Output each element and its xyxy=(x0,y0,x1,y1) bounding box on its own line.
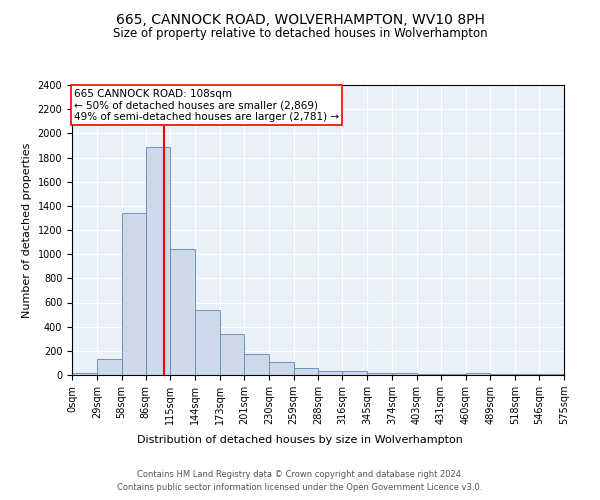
Bar xyxy=(539,374,564,375)
Text: Distribution of detached houses by size in Wolverhampton: Distribution of detached houses by size … xyxy=(137,435,463,445)
Text: Contains public sector information licensed under the Open Government Licence v3: Contains public sector information licen… xyxy=(118,482,482,492)
Text: 665, CANNOCK ROAD, WOLVERHAMPTON, WV10 8PH: 665, CANNOCK ROAD, WOLVERHAMPTON, WV10 8… xyxy=(116,12,484,26)
Bar xyxy=(146,146,170,375)
Bar xyxy=(417,374,441,375)
Bar xyxy=(441,374,466,375)
Bar xyxy=(72,372,97,375)
Bar xyxy=(220,334,244,375)
Bar xyxy=(293,368,319,375)
Y-axis label: Number of detached properties: Number of detached properties xyxy=(22,142,32,318)
Bar xyxy=(122,213,146,375)
Text: 665 CANNOCK ROAD: 108sqm
← 50% of detached houses are smaller (2,869)
49% of sem: 665 CANNOCK ROAD: 108sqm ← 50% of detach… xyxy=(74,88,339,122)
Text: Size of property relative to detached houses in Wolverhampton: Size of property relative to detached ho… xyxy=(113,28,487,40)
Bar xyxy=(195,310,220,375)
Bar xyxy=(269,362,293,375)
Bar xyxy=(170,250,195,375)
Bar xyxy=(319,371,343,375)
Bar xyxy=(343,372,367,375)
Text: Contains HM Land Registry data © Crown copyright and database right 2024.: Contains HM Land Registry data © Crown c… xyxy=(137,470,463,479)
Bar xyxy=(466,372,490,375)
Bar xyxy=(490,374,515,375)
Bar xyxy=(392,373,417,375)
Bar xyxy=(367,372,392,375)
Bar xyxy=(515,374,539,375)
Bar xyxy=(244,354,269,375)
Bar xyxy=(97,360,122,375)
